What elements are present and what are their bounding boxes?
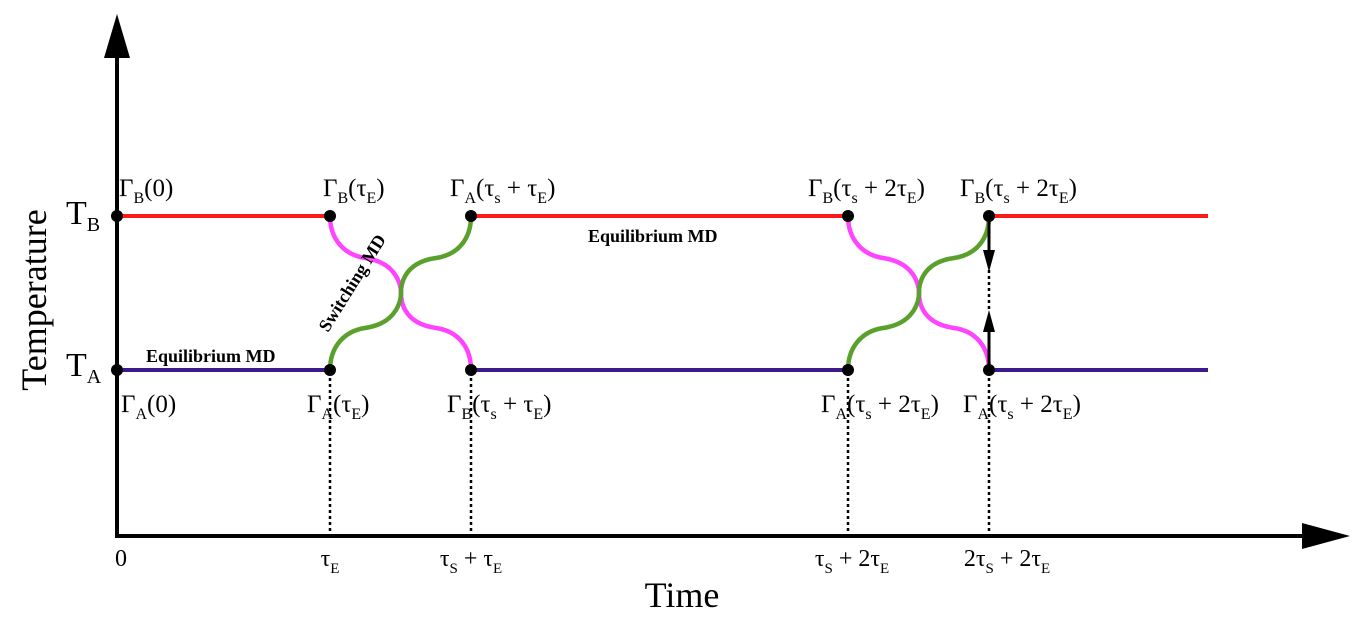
time-tick-label-1: τE​ — [321, 546, 340, 577]
point-gammaB-end — [983, 210, 995, 222]
point-gammaB-tauS-tauE — [465, 364, 477, 376]
point-label-3: ΓB​(τs​ + 2τE​) — [808, 175, 925, 207]
point-label-8: ΓA​(τs​ + 2τE​) — [821, 391, 939, 423]
point-label-6: ΓA​(τE​) — [307, 391, 370, 423]
x-tick-labels: 0 τE​ τS​ + τE​ τS​ + 2τE​ 2τS​ + 2τE​ — [115, 546, 1050, 577]
point-gammaB-tauS-2tauE — [842, 210, 854, 222]
point-label-0: ΓB​(0) — [119, 175, 173, 207]
point-label-1: ΓB​(τE​) — [323, 175, 385, 207]
y-level-labels: TB​ TA​ — [66, 195, 102, 388]
x-axis-title: Time — [645, 575, 720, 615]
swap-arrowhead-up — [983, 310, 995, 332]
time-tick-label-0: 0 — [115, 546, 127, 572]
switch-up-curve-1 — [327, 215, 474, 371]
state-points — [111, 210, 995, 376]
point-gammaA-tauE — [324, 364, 336, 376]
point-label-7: ΓB​(τs​ + τE​) — [447, 391, 552, 423]
x-axis-arrowhead — [1302, 523, 1350, 549]
point-gammaA-tauS-2tauE — [842, 364, 854, 376]
point-gammaA-end — [983, 364, 995, 376]
y-axis-arrowhead — [104, 14, 130, 58]
point-label-2: ΓA​(τs​ + τE​) — [450, 175, 555, 207]
switching-label: Switching MD — [314, 231, 390, 335]
point-gammaB-tauE — [324, 210, 336, 222]
time-tick-label-2: τS​ + τE​ — [440, 546, 502, 577]
point-label-9: ΓA​(τs​ + 2τE​) — [963, 391, 1081, 423]
point-label-5: ΓA​(0) — [121, 391, 176, 423]
point-gammaA-0 — [111, 364, 123, 376]
point-labels: ΓB​(0) ΓB​(τE​) ΓA​(τs​ + τE​) ΓB​(τs​ + 2τ… — [119, 175, 1081, 423]
point-gammaA-tauS-tauE — [465, 210, 477, 222]
switch-up-curve-2 — [845, 215, 992, 371]
equilibrium-label-bottom: Equilibrium MD — [146, 346, 276, 366]
time-marker-lines — [328, 270, 991, 534]
equilibrium-label-top: Equilibrium MD — [588, 226, 718, 246]
temperature-level-0: TB​ — [66, 195, 100, 236]
point-label-4: ΓB​(τs​ + 2τE​) — [960, 175, 1077, 207]
temperature-level-1: TA​ — [66, 347, 102, 388]
y-axis-title: Temperature — [14, 209, 54, 390]
time-tick-label-4: 2τS​ + 2τE​ — [964, 546, 1050, 577]
swap-arrowhead-down — [983, 250, 995, 272]
point-gammaB-0 — [111, 210, 123, 222]
time-tick-label-3: τS​ + 2τE​ — [815, 546, 889, 577]
